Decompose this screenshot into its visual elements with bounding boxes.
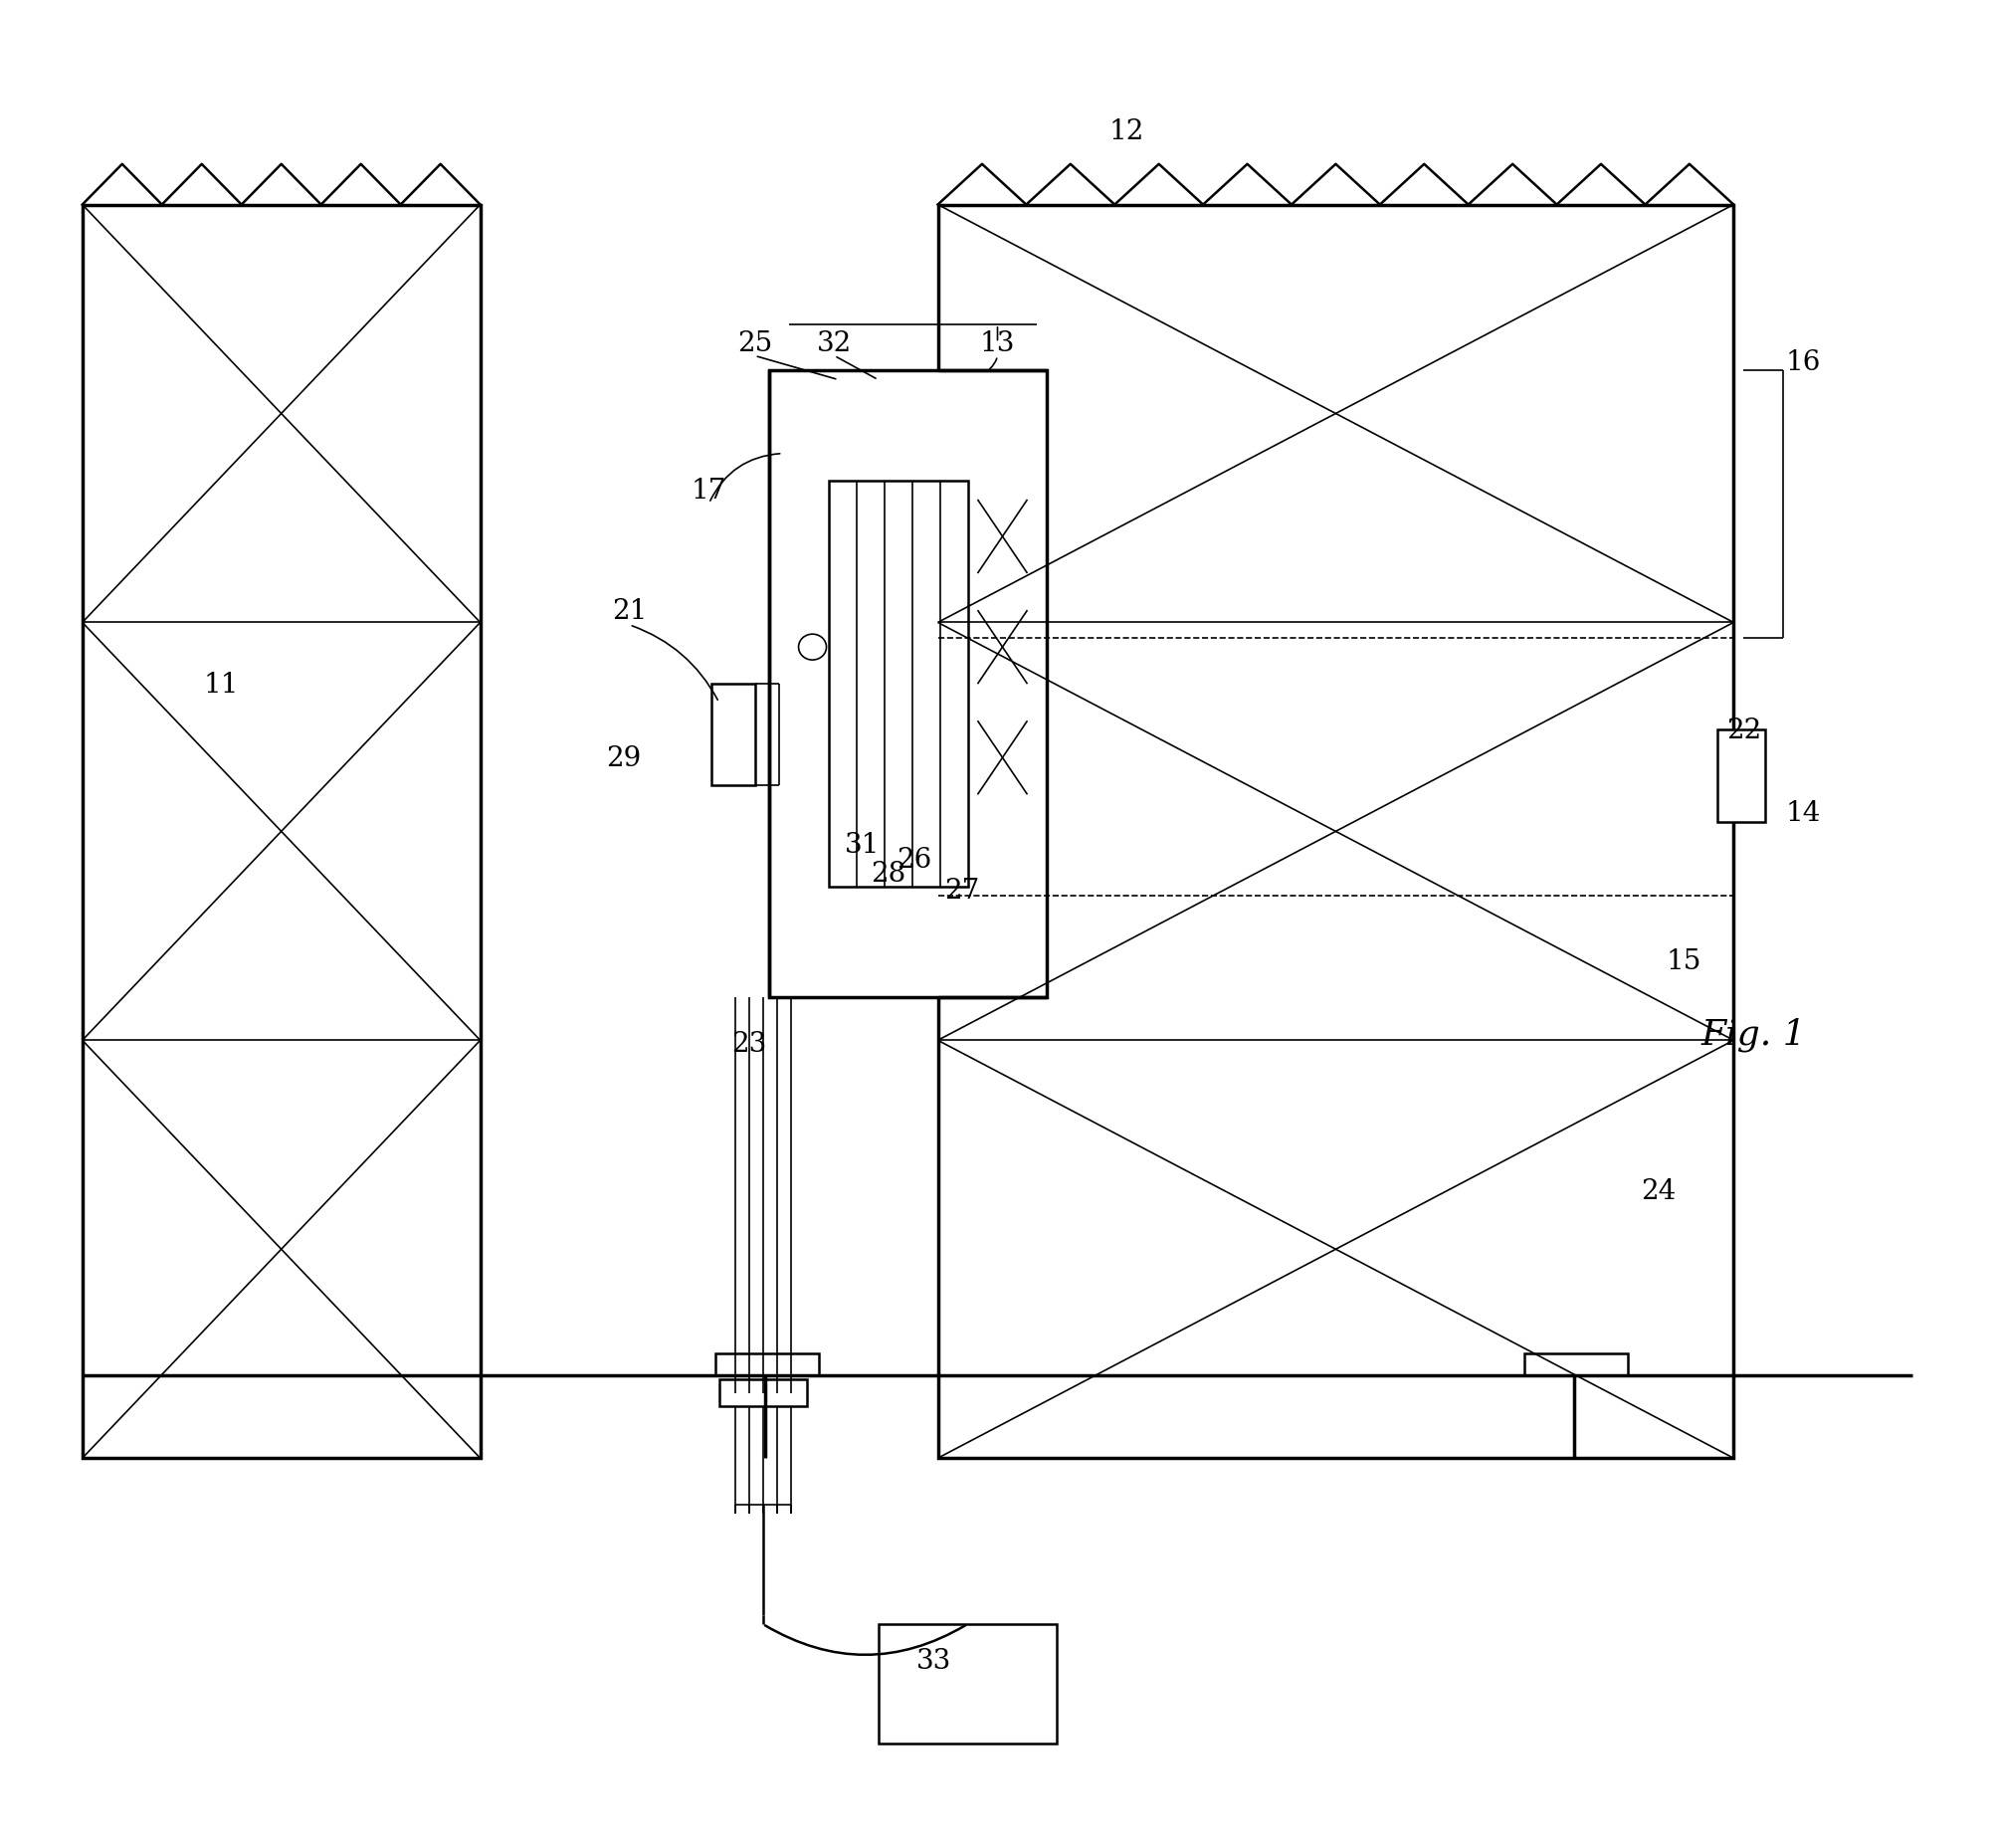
Bar	[718, 1379, 806, 1406]
Text: 17: 17	[692, 477, 726, 505]
Text: Fig. 1: Fig. 1	[1702, 1018, 1805, 1052]
Text: 25: 25	[738, 331, 772, 357]
Text: 11: 11	[203, 671, 239, 699]
Bar	[828, 482, 968, 887]
Text: 29: 29	[606, 745, 640, 772]
Text: 16: 16	[1786, 349, 1821, 375]
Text: 27: 27	[944, 878, 980, 904]
Text: 15: 15	[1666, 948, 1702, 974]
Bar	[710, 684, 754, 785]
Text: 24: 24	[1640, 1177, 1676, 1205]
Bar	[714, 1353, 818, 1375]
Text: 28: 28	[870, 861, 906, 887]
Text: 23: 23	[732, 1031, 766, 1057]
Text: 32: 32	[816, 331, 852, 357]
Bar	[768, 371, 1047, 998]
Bar	[1524, 1353, 1628, 1375]
Text: 13: 13	[980, 331, 1015, 357]
Text: 12: 12	[1109, 118, 1145, 146]
Text: 33: 33	[916, 1648, 952, 1674]
Bar	[938, 205, 1734, 1458]
Text: 31: 31	[844, 832, 880, 857]
Bar	[878, 1624, 1057, 1745]
Text: 21: 21	[612, 597, 646, 625]
Text: 22: 22	[1726, 717, 1762, 745]
Bar	[82, 205, 481, 1458]
Bar	[1718, 730, 1766, 822]
Text: 26: 26	[896, 846, 932, 872]
Text: 14: 14	[1786, 800, 1821, 826]
